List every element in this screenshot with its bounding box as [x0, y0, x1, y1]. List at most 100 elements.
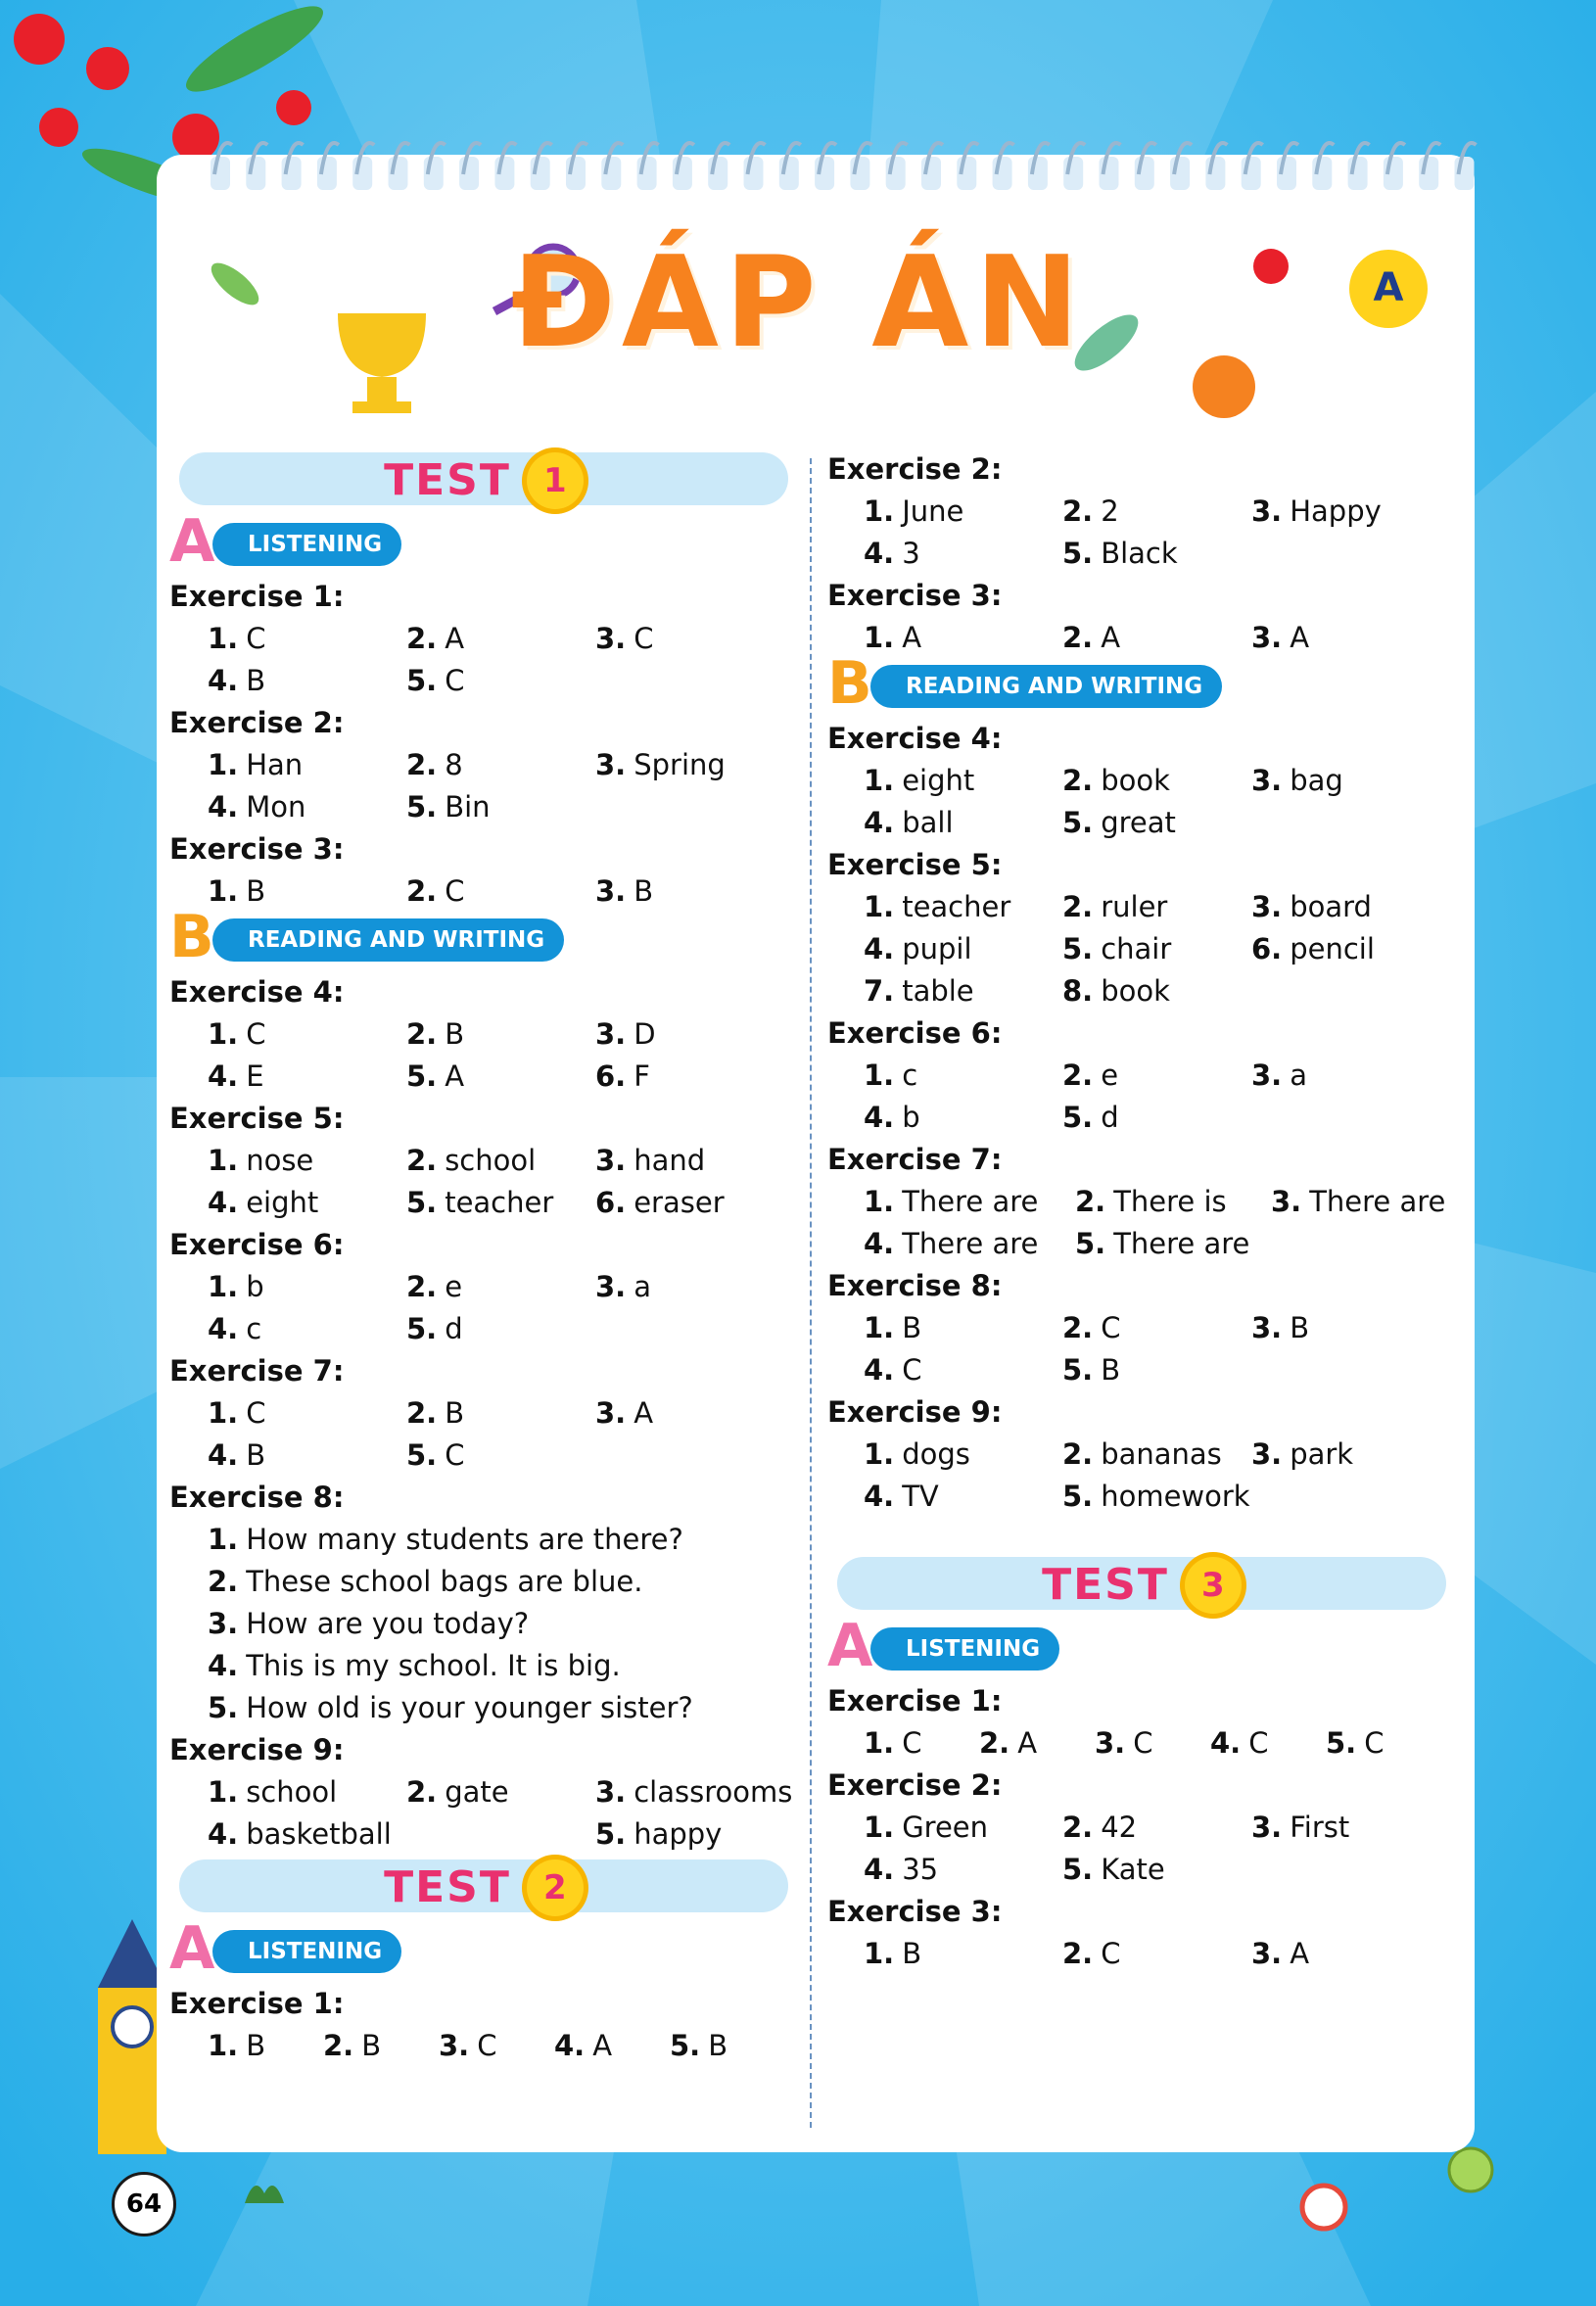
answer: 1. eight	[864, 760, 974, 802]
answer-text: B	[246, 2029, 266, 2062]
exercise-title: Exercise 1:	[169, 1987, 345, 2020]
exercise-title: Exercise 1:	[827, 1684, 1003, 1718]
ring	[1385, 141, 1407, 175]
answer-text: 8	[445, 748, 463, 781]
answer: 1. C	[208, 1013, 265, 1056]
answer-text: D	[634, 1017, 656, 1051]
answer-text: C	[1133, 1726, 1153, 1760]
ring	[1243, 141, 1264, 175]
answer-number: 4.	[864, 1480, 895, 1513]
answer-text: 42	[1101, 1811, 1138, 1844]
answer-text: c	[246, 1312, 262, 1345]
ring	[496, 141, 518, 175]
answer: 5. B	[1062, 1349, 1120, 1391]
answer: 4. Mon	[208, 786, 305, 828]
answer-number: 1.	[208, 1270, 239, 1303]
ring	[425, 141, 447, 175]
answer-text: This is my school. It is big.	[246, 1649, 621, 1682]
answer-text: How many students are there?	[246, 1523, 683, 1556]
answer-row: 1. A 2. A 3. A	[827, 617, 1454, 659]
ring	[461, 141, 483, 175]
answer-number: 4.	[208, 1059, 239, 1093]
answer-text: eight	[902, 764, 975, 797]
answer-number: 2.	[406, 1396, 438, 1430]
answer-text: bananas	[1101, 1437, 1222, 1471]
answer-number: 1.	[864, 1937, 895, 1970]
answer-number: 3.	[1251, 494, 1283, 528]
answer-text: Green	[902, 1811, 989, 1844]
answer-number: 2.	[1062, 1311, 1094, 1344]
answer: 1. school	[208, 1771, 337, 1813]
ring	[390, 141, 411, 175]
answer: 4. TV	[864, 1476, 939, 1518]
answer-text: E	[246, 1059, 264, 1093]
answer-number: 5.	[406, 1186, 438, 1219]
answer: 2. B	[406, 1013, 464, 1056]
answer: 3. D	[595, 1013, 656, 1056]
answer-text: B	[1101, 1353, 1121, 1387]
answer: 3. bag	[1251, 760, 1343, 802]
ring	[745, 141, 767, 175]
answer-number: 4.	[208, 790, 239, 824]
answer: 2. There is	[1075, 1181, 1227, 1223]
exercise-title: Exercise 9:	[169, 1733, 345, 1766]
answer-number: 1.	[864, 1185, 895, 1218]
answer-number: 5.	[406, 790, 438, 824]
answer-number: 2.	[406, 1017, 438, 1051]
exercise-title: Exercise 3:	[169, 832, 345, 866]
answer-text: C	[445, 874, 465, 908]
exercise-title: Exercise 1:	[169, 580, 345, 613]
answer-text: b	[902, 1101, 920, 1134]
answer-number: 4.	[208, 1649, 239, 1682]
section-letter: B	[169, 903, 214, 971]
answer-text: A	[1017, 1726, 1038, 1760]
answer-number: 2.	[979, 1726, 1010, 1760]
section-label: READING AND WRITING	[212, 918, 565, 962]
answer: 5. B	[670, 2025, 728, 2067]
answer-number: 3.	[595, 622, 627, 655]
answer: 5. teacher	[406, 1182, 553, 1224]
answer-number: 5.	[1062, 537, 1094, 570]
answer-text: e	[1101, 1059, 1119, 1092]
answer-number: 2.	[406, 1775, 438, 1809]
test-number: 2	[526, 1859, 584, 1916]
answer-text: B	[246, 664, 266, 697]
answer-number: 2.	[1075, 1185, 1106, 1218]
answer-number: 4.	[864, 1853, 895, 1886]
answer-text: B	[361, 2029, 382, 2062]
page-title: ĐÁP ÁN	[510, 230, 1086, 376]
answer-text: e	[445, 1270, 463, 1303]
answer: 3. A	[595, 1392, 653, 1435]
answer-number: 2.	[1062, 764, 1094, 797]
answer: 2. e	[1062, 1055, 1118, 1097]
section-header: B READING AND WRITING	[169, 907, 792, 967]
answer-row: 1. nose 2. school 3. hand	[169, 1140, 792, 1182]
answer: 1. teacher	[864, 886, 1010, 928]
answer: 2. school	[406, 1140, 536, 1182]
exercise-title: Exercise 5:	[169, 1102, 345, 1135]
answer-text: school	[246, 1775, 338, 1809]
answer-number: 4.	[208, 1186, 239, 1219]
answer: 4. ball	[864, 802, 954, 844]
answer-row: 1. There are 2. There is 3. There are	[827, 1181, 1454, 1223]
answer-number: 4.	[1210, 1726, 1242, 1760]
answer-text: ball	[902, 806, 954, 839]
answer-text: d	[1101, 1101, 1119, 1134]
section-letter: A	[827, 1612, 873, 1680]
answer-text: classrooms	[634, 1775, 793, 1809]
exercise-title: Exercise 3:	[827, 579, 1003, 612]
answer-text: c	[902, 1059, 918, 1092]
answer-text: b	[246, 1270, 264, 1303]
answer-number: 1.	[864, 1726, 895, 1760]
answer-text: pupil	[902, 932, 972, 965]
answer-row: 4. B 5. C	[169, 660, 792, 702]
answer-text: pencil	[1290, 932, 1375, 965]
answer-number: 5.	[1062, 1853, 1094, 1886]
answer: 4. E	[208, 1056, 264, 1098]
answer-row: 4. E 5. A 6. F	[169, 1056, 792, 1098]
answer-number: 2.	[406, 748, 438, 781]
answer: 3. B	[595, 871, 653, 913]
ring	[248, 141, 269, 175]
answer: 5. There are	[1075, 1223, 1249, 1265]
answer-row: 1. How many students are there?	[169, 1519, 792, 1561]
